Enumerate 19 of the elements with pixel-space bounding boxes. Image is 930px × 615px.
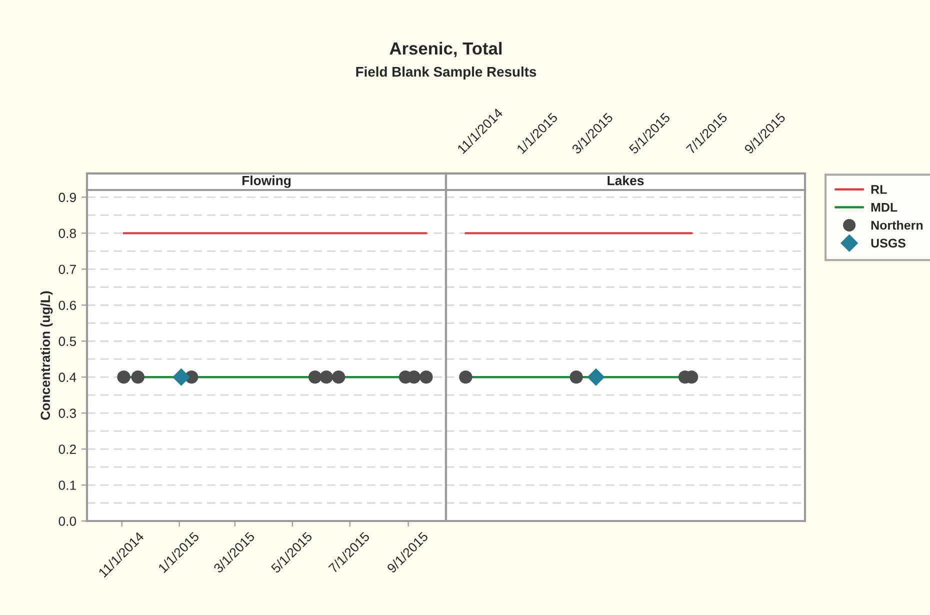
- legend-label: RL: [871, 185, 887, 194]
- y-tick-label: 0.4: [58, 372, 76, 382]
- y-tick-label: 0.2: [58, 444, 76, 454]
- y-tick-label: 0.8: [58, 228, 76, 238]
- legend-label: Northern: [871, 220, 923, 230]
- y-tick-label: 0.9: [58, 192, 76, 202]
- chart-subtitle: Field Blank Sample Results: [356, 66, 536, 80]
- y-tick-label: 0.3: [58, 408, 76, 418]
- y-tick-label: 0.6: [58, 300, 76, 310]
- chart-title: Arsenic, Total: [390, 42, 502, 58]
- y-axis-title: Concentration (ug/L): [40, 291, 53, 420]
- y-tick-label: 0.1: [58, 480, 76, 490]
- y-tick-label: 0.0: [58, 516, 76, 526]
- legend-label: MDL: [871, 203, 898, 212]
- text: Lakes: [608, 176, 644, 186]
- y-tick-label: 0.7: [58, 264, 76, 274]
- text: Flowing: [242, 176, 291, 188]
- y-tick-label: 0.5: [58, 336, 76, 346]
- legend-label: USGS: [871, 238, 906, 248]
